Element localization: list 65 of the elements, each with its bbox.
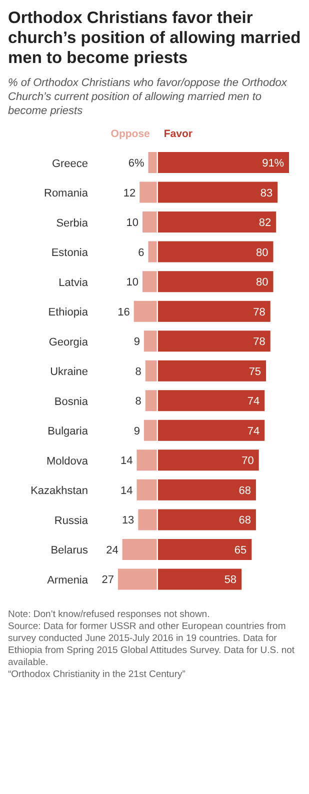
bar (142, 271, 157, 292)
data-label: 9 (134, 425, 140, 438)
data-label: 74 (247, 425, 260, 438)
data-label: 68 (238, 514, 251, 527)
y-tick-label: Latvia (58, 276, 89, 289)
data-label: 8 (135, 396, 142, 408)
bar (136, 450, 157, 471)
bar (145, 390, 157, 412)
y-tick-label: Estonia (51, 247, 89, 260)
bar (144, 330, 157, 352)
bar (144, 420, 157, 441)
bar (142, 212, 157, 233)
bar (134, 300, 157, 322)
bar (140, 182, 157, 203)
data-label: 80 (256, 276, 268, 289)
data-label: 74 (247, 396, 260, 408)
data-label: 14 (120, 484, 133, 497)
data-label: 8 (135, 366, 142, 378)
data-label: 68 (238, 484, 251, 497)
bar (145, 360, 157, 382)
data-label: 58 (224, 574, 236, 586)
y-tick-label: Belarus (50, 544, 88, 557)
data-label: 13 (122, 514, 134, 527)
data-label: 65 (234, 544, 247, 556)
data-label: 80 (256, 246, 268, 259)
data-label: 83 (260, 187, 272, 200)
y-tick-label: Ukraine (50, 366, 88, 378)
chart-subtitle: % of Orthodox Christians who favor/oppose the Orthodox Church’s current position of allowing married men to become priests (8, 76, 288, 118)
data-label: 70 (242, 455, 254, 468)
data-label: 10 (126, 276, 138, 289)
bar (148, 241, 157, 262)
data-label: 27 (102, 574, 114, 586)
y-tick-label: Ethiopia (48, 306, 89, 319)
data-label: 6% (128, 158, 144, 170)
data-label: 75 (248, 366, 261, 378)
series-label: Favor (164, 128, 192, 140)
data-label: 6 (138, 246, 144, 259)
text: “Orthodox Christianity in the 21st Century” (8, 668, 186, 680)
data-label: 24 (106, 544, 118, 556)
y-tick-label: Bulgaria (48, 426, 89, 438)
y-tick-label: Moldova (46, 455, 89, 468)
y-tick-label: Serbia (56, 217, 89, 230)
y-tick-label: Bosnia (54, 396, 89, 408)
data-label: 10 (126, 217, 138, 230)
series-label: Oppose (110, 128, 150, 140)
source-note: Source: Data for former USSR and other European countries from survey conducted June 2015-July 2016 in 19 countries. Data for Ethiopia from Spring 2015 Global Attitudes Survey. Data for U.S. not available. (8, 620, 296, 668)
bar (136, 479, 157, 500)
y-tick-label: Romania (44, 188, 89, 200)
y-tick-label: Georgia (48, 336, 89, 348)
data-label: 9 (134, 336, 140, 348)
y-tick-label: Kazakhstan (30, 485, 88, 498)
data-label: 12 (123, 187, 136, 200)
bar (138, 509, 157, 530)
chart-title: Orthodox Christians favor their church’s position of allowing married men to become priests (8, 8, 301, 68)
y-tick-label: Russia (54, 514, 89, 527)
y-tick-label: Armenia (47, 574, 89, 587)
data-label: 91% (262, 158, 284, 170)
data-label: 16 (118, 306, 130, 318)
data-label: 78 (253, 306, 266, 318)
data-label: 82 (258, 217, 272, 230)
text: Note: Don’t know/refused responses not shown. (8, 608, 211, 620)
y-tick-label: Greece (52, 158, 88, 170)
data-label: 78 (253, 336, 266, 348)
bar (148, 152, 157, 174)
data-label: 14 (120, 455, 133, 468)
